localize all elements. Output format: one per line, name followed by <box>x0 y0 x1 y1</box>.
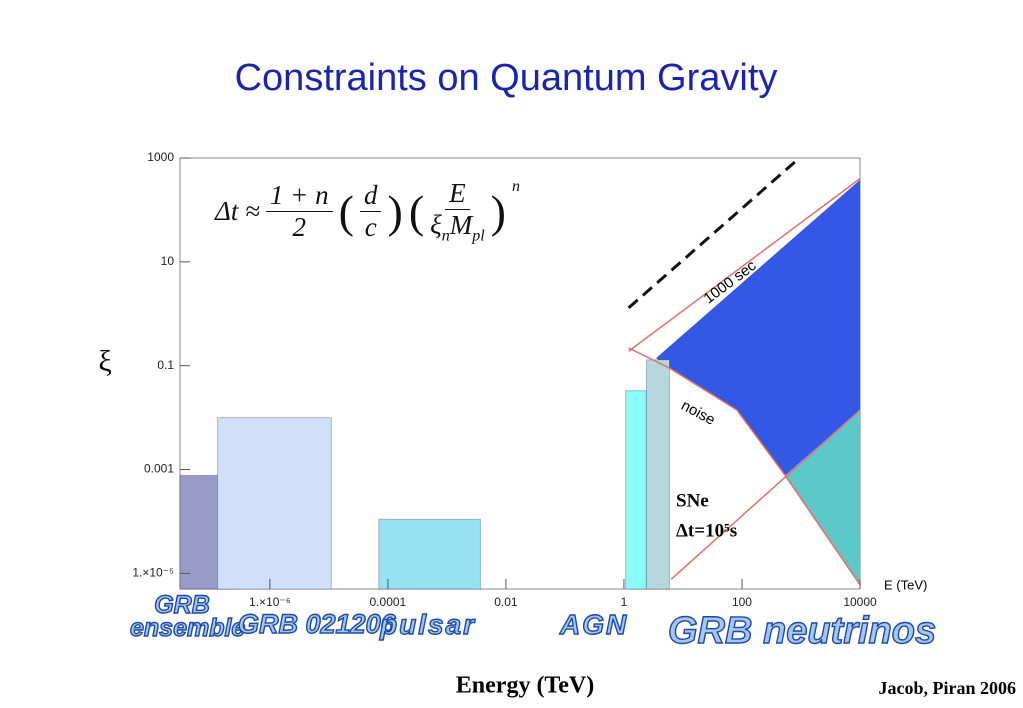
formula-text: ξ <box>430 210 442 240</box>
formula-text: pl <box>472 227 485 245</box>
formula-text: 2 <box>292 212 307 243</box>
annotation: noise <box>678 397 718 429</box>
formula-lhs: Δt ≈ <box>215 196 260 227</box>
formula-den: ξnMpl <box>430 210 485 245</box>
curve <box>628 347 861 586</box>
formula-text: n <box>441 227 450 245</box>
x-tick-label: 1 <box>621 595 628 609</box>
x-unit-label: E (TeV) <box>884 577 927 592</box>
region-label: GRB 021206 <box>237 609 396 639</box>
formula-text: d <box>359 180 382 213</box>
x-label: Energy (TeV) <box>456 673 594 699</box>
box <box>378 518 481 590</box>
title: Constraints on Quantum Gravity <box>235 57 778 99</box>
y-tick-label: 1.×10⁻⁵ <box>132 566 174 580</box>
region-label: GRB ensemble <box>129 591 246 642</box>
y-tick-label: 0.001 <box>144 462 174 476</box>
x-tick-label: 100 <box>732 595 752 609</box>
paren: ( <box>408 185 425 237</box>
formula-text: M <box>449 210 473 240</box>
region-label: AGN <box>559 609 629 640</box>
plot: 1.×10⁻⁵ 0.001 0.1 10 1000 1.×10⁻⁶ 0.0001 0.01 1 1… <box>132 150 877 609</box>
formula-text: Δt ≈ <box>215 196 260 227</box>
annotation: SNe <box>676 490 709 511</box>
x-tick-label: 0.01 <box>494 595 518 609</box>
y-tick-label: 0.1 <box>157 358 174 372</box>
credit: Jacob, Piran 2006 <box>879 678 1017 698</box>
y-tick-label: 10 <box>161 254 175 268</box>
y-tick-label: 1000 <box>147 150 174 164</box>
formula-text: E <box>445 178 470 210</box>
region <box>656 179 860 476</box>
x-tick-label: 0.0001 <box>370 595 407 609</box>
region-label: pulsar <box>379 609 477 640</box>
box <box>217 417 332 590</box>
x-tick-label: 1.×10⁻⁶ <box>249 595 291 609</box>
box <box>645 359 670 590</box>
formula-text: c <box>364 212 377 243</box>
formula-text: n <box>511 178 520 195</box>
annotation: Δt=10⁵s <box>676 520 737 541</box>
y-label: ξ <box>98 345 111 378</box>
paren: ( <box>338 185 354 237</box>
region <box>785 410 860 585</box>
paren: ) <box>387 185 403 237</box>
formula-text: 1 + n <box>265 180 333 213</box>
curve <box>628 178 861 352</box>
paren: ) <box>490 185 506 237</box>
region-label: GRB neutrinos <box>667 610 937 652</box>
x-tick-label: 10000 <box>843 595 877 609</box>
curve <box>670 409 861 580</box>
box <box>625 390 647 590</box>
